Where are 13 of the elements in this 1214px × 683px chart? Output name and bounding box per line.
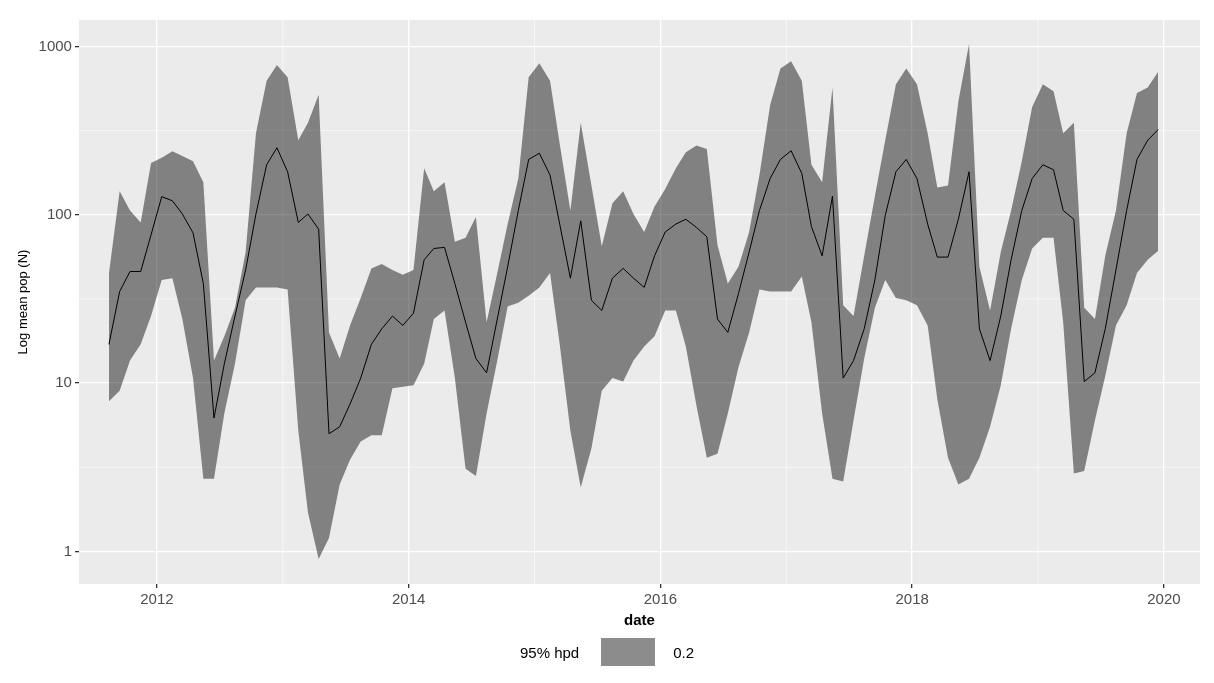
x-axis-title: date: [624, 611, 655, 629]
legend-label: 0.2: [673, 643, 695, 661]
x-tick-label: 2016: [643, 590, 678, 608]
y-tick-label: 100: [46, 204, 72, 222]
y-tick-label: 10: [55, 373, 72, 391]
y-axis-title: Log mean pop (N): [15, 249, 31, 355]
y-tick-label: 1: [63, 541, 72, 559]
x-tick-label: 2018: [895, 590, 929, 608]
y-tick-label: 1000: [38, 36, 72, 54]
x-tick-label: 2012: [140, 590, 174, 608]
x-tick-label: 2014: [391, 590, 426, 608]
x-tick-label: 2020: [1147, 590, 1181, 608]
legend-title: 95% hpd: [519, 643, 580, 661]
